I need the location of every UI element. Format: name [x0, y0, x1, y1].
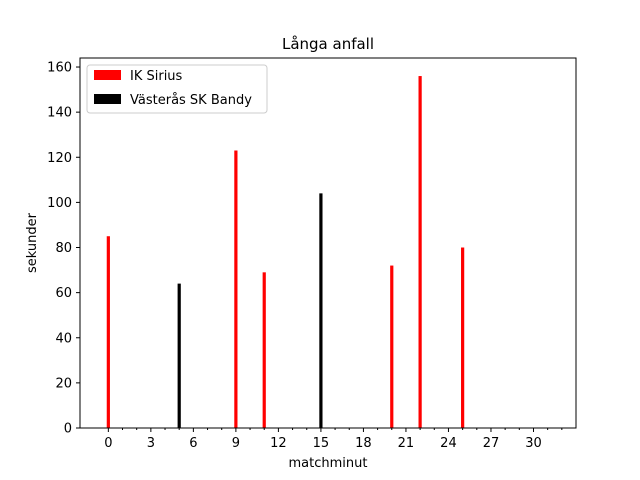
x-tick-label: 15: [313, 436, 330, 451]
bar-1-1: [319, 193, 323, 428]
bar-0-5: [461, 247, 465, 428]
x-tick-label: 30: [525, 436, 542, 451]
x-axis-ticks: 0 3 6 9 12 15 18 21 24 27 30: [104, 428, 563, 451]
x-tick-label: 18: [355, 436, 372, 451]
legend: IK Sirius Västerås SK Bandy: [86, 64, 268, 114]
x-axis-label: matchminut: [289, 456, 368, 471]
bar-0-4: [418, 76, 422, 429]
bar-1-0: [177, 283, 181, 428]
plot-frame: [79, 57, 577, 429]
bar-0-2: [262, 272, 266, 428]
legend-label-vasteras-sk-bandy: Västerås SK Bandy: [130, 93, 252, 108]
bar-0-1: [234, 150, 238, 428]
legend-swatch-ik-sirius: [94, 70, 121, 80]
x-tick-label: 24: [440, 436, 457, 451]
y-axis-label: sekunder: [25, 212, 40, 273]
bars-layer: [106, 76, 465, 429]
x-tick-label: 9: [232, 436, 240, 451]
y-tick-label: 80: [55, 241, 72, 256]
x-tick-label: 21: [398, 436, 415, 451]
x-tick-label: 6: [189, 436, 197, 451]
y-tick-label: 140: [47, 106, 72, 121]
y-tick-label: 100: [47, 196, 72, 211]
y-tick-label: 120: [47, 151, 72, 166]
legend-box: [86, 64, 268, 114]
x-tick-label: 3: [147, 436, 155, 451]
y-tick-label: 40: [55, 331, 72, 346]
x-tick-label: 27: [483, 436, 500, 451]
bar-0-0: [106, 236, 110, 428]
legend-label-ik-sirius: IK Sirius: [130, 69, 183, 84]
chart-title: Långa anfall: [282, 35, 374, 53]
legend-swatch-vasteras-sk-bandy: [94, 94, 121, 104]
bar-0-3: [390, 265, 394, 428]
y-tick-label: 60: [55, 286, 72, 301]
y-tick-label: 160: [47, 61, 72, 76]
y-axis-ticks: 0 20 40 60 80 100 120 140 160: [47, 61, 80, 437]
y-tick-label: 0: [64, 422, 72, 437]
y-tick-label: 20: [55, 376, 72, 391]
x-tick-label: 12: [270, 436, 287, 451]
x-tick-label: 0: [104, 436, 112, 451]
